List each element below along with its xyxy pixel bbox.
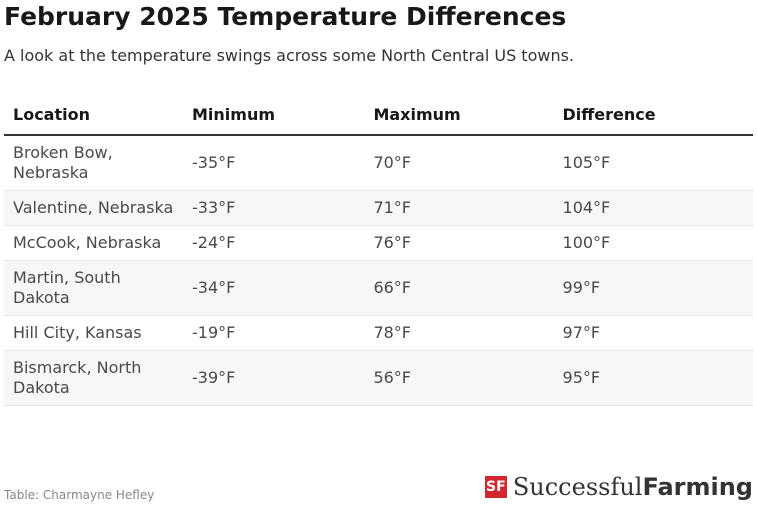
logo-word: Farming — [642, 473, 753, 501]
header-row: Location Minimum Maximum Difference — [4, 97, 753, 136]
table-cell: McCook, Nebraska — [4, 225, 183, 261]
logo-word: Successful — [512, 473, 643, 501]
table-row: Broken Bow, Nebraska -35°F 70°F 105°F — [4, 135, 753, 191]
table-cell: Martin, South Dakota — [4, 260, 183, 316]
table-cell: -39°F — [183, 350, 365, 406]
table-cell: 66°F — [364, 260, 554, 316]
column-header: Difference — [553, 97, 753, 136]
logo: SF Successful Farming — [484, 473, 753, 501]
data-table: Location Minimum Maximum Difference Broken … — [4, 97, 753, 406]
table-cell: -24°F — [183, 225, 365, 261]
column-header: Location — [4, 97, 183, 136]
table-row: McCook, Nebraska -24°F 76°F 100°F — [4, 225, 753, 261]
table-row: Hill City, Kansas -19°F 78°F 97°F — [4, 315, 753, 351]
table-cell: 95°F — [553, 350, 753, 406]
table-cell: 99°F — [553, 260, 753, 316]
table-cell: 105°F — [553, 135, 753, 191]
table-row: Martin, South Dakota -34°F 66°F 99°F — [4, 260, 753, 316]
subtitle: A look at the temperature swings across … — [4, 46, 575, 65]
table-cell: 56°F — [364, 350, 554, 406]
table-cell: Hill City, Kansas — [4, 315, 183, 351]
table-cell: Broken Bow, Nebraska — [4, 135, 183, 191]
table-row: Bismarck, North Dakota -39°F 56°F 95°F — [4, 350, 753, 406]
table-row: Valentine, Nebraska -33°F 71°F 104°F — [4, 190, 753, 226]
table-cell: 71°F — [364, 190, 554, 226]
table-cell: Bismarck, North Dakota — [4, 350, 183, 406]
table-body: Broken Bow, Nebraska -35°F 70°F 105°F Valent… — [4, 135, 753, 406]
table-cell: 70°F — [364, 135, 554, 191]
table-cell: -34°F — [183, 260, 365, 316]
table-cell: 78°F — [364, 315, 554, 351]
table-cell: 100°F — [553, 225, 753, 261]
table-cell: 97°F — [553, 315, 753, 351]
title: February 2025 Temperature Differences — [4, 2, 567, 31]
column-header: Maximum — [364, 97, 554, 136]
table-cell: Valentine, Nebraska — [4, 190, 183, 226]
logo-badge: SF — [484, 476, 507, 498]
table-cell: -33°F — [183, 190, 365, 226]
table-cell: -35°F — [183, 135, 365, 191]
column-header: Minimum — [183, 97, 365, 136]
table-cell: -19°F — [183, 315, 365, 351]
table-cell: 76°F — [364, 225, 554, 261]
source: Table: Charmayne Hefley — [4, 488, 155, 502]
table-cell: 104°F — [553, 190, 753, 226]
